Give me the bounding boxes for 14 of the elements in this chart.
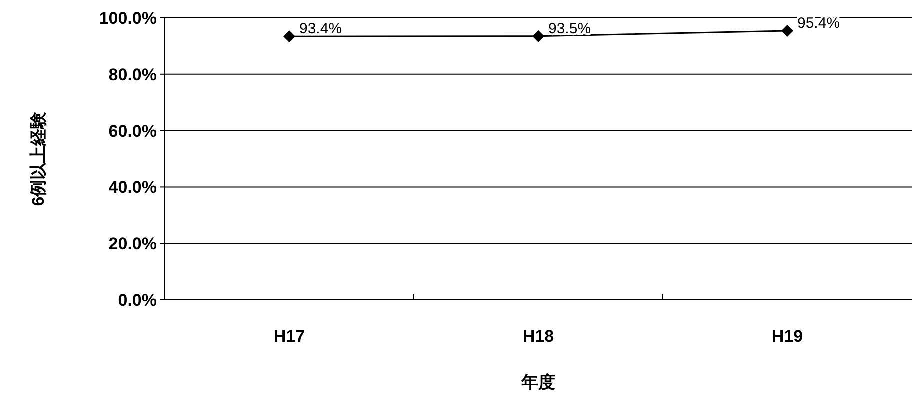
y-tick-label: 20.0%: [108, 234, 157, 254]
y-tick-label: 100.0%: [99, 8, 157, 28]
data-label: 93.5%: [548, 20, 592, 38]
x-tick-label: H17: [274, 327, 306, 346]
x-tick-label: H18: [522, 327, 554, 346]
y-tick-label: 60.0%: [108, 122, 157, 141]
x-axis-title: 年度: [520, 373, 556, 392]
y-tick-label: 40.0%: [108, 178, 157, 198]
y-axis-title: 6例以上経験: [29, 110, 48, 206]
x-tick-label: H19: [772, 327, 804, 346]
y-tick-label: 80.0%: [108, 65, 157, 84]
y-tick-label: 0.0%: [118, 290, 157, 310]
data-label: 95.4%: [798, 14, 840, 32]
data-label: 93.4%: [300, 20, 342, 38]
